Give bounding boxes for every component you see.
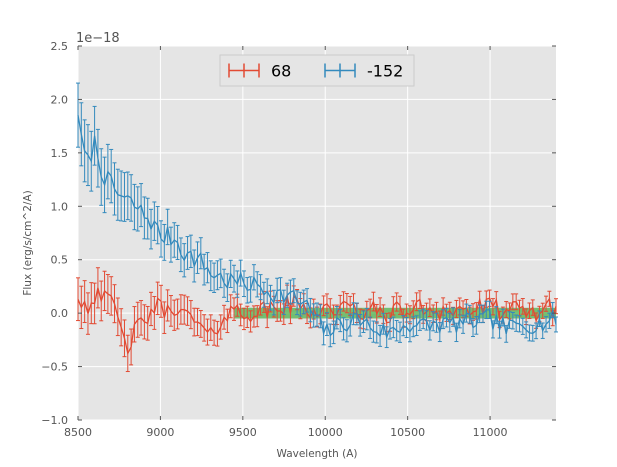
series-1 (76, 82, 558, 349)
y-tick-label-0: −1.0 (41, 414, 68, 427)
x-tick-label-4: 10500 (390, 426, 425, 439)
series-line-1 (77, 114, 557, 340)
legend-symbol-68 (228, 63, 260, 78)
x-tick-label-3: 10000 (308, 426, 343, 439)
x-tick-label-5: 11000 (473, 426, 508, 439)
x-tick-label-1: 9000 (146, 426, 174, 439)
y-tick-label-7: 2.5 (51, 40, 69, 53)
green-band (234, 307, 556, 319)
y-axis-label: Flux (erg/s/cm^2/A) (22, 190, 34, 295)
x-tick-label-0: 8500 (64, 426, 92, 439)
legend-entry-68: 68 (228, 62, 291, 81)
plot-area (78, 46, 556, 420)
series-0 (76, 267, 558, 373)
axis-ticks (77, 45, 556, 421)
x-tick-labels: 8500 9000 9500 10000 10500 11000 (64, 426, 508, 439)
legend-symbol-minus-152 (324, 63, 356, 78)
y-tick-label-5: 1.5 (51, 147, 69, 160)
legend-entry-minus-152: -152 (324, 62, 403, 81)
x-axis-label: Wavelength (A) (276, 448, 357, 460)
y-tick-label-4: 1.0 (51, 200, 69, 213)
x-tick-label-2: 9500 (229, 426, 257, 439)
y-tick-label-3: 0.5 (51, 254, 69, 267)
legend: 68 -152 (219, 54, 415, 87)
y-tick-label-6: 2.0 (51, 93, 69, 106)
y-tick-label-2: 0.0 (51, 307, 69, 320)
y-tick-label-1: −0.5 (41, 361, 68, 374)
legend-label-68: 68 (271, 62, 291, 81)
y-tick-labels: −1.0 −0.5 0.0 0.5 1.0 1.5 2.0 2.5 (41, 40, 68, 427)
band-layer (234, 307, 556, 319)
series-layer (76, 82, 558, 373)
y-offset-text: 1e−18 (76, 31, 120, 46)
legend-label-minus-152: -152 (367, 62, 403, 81)
